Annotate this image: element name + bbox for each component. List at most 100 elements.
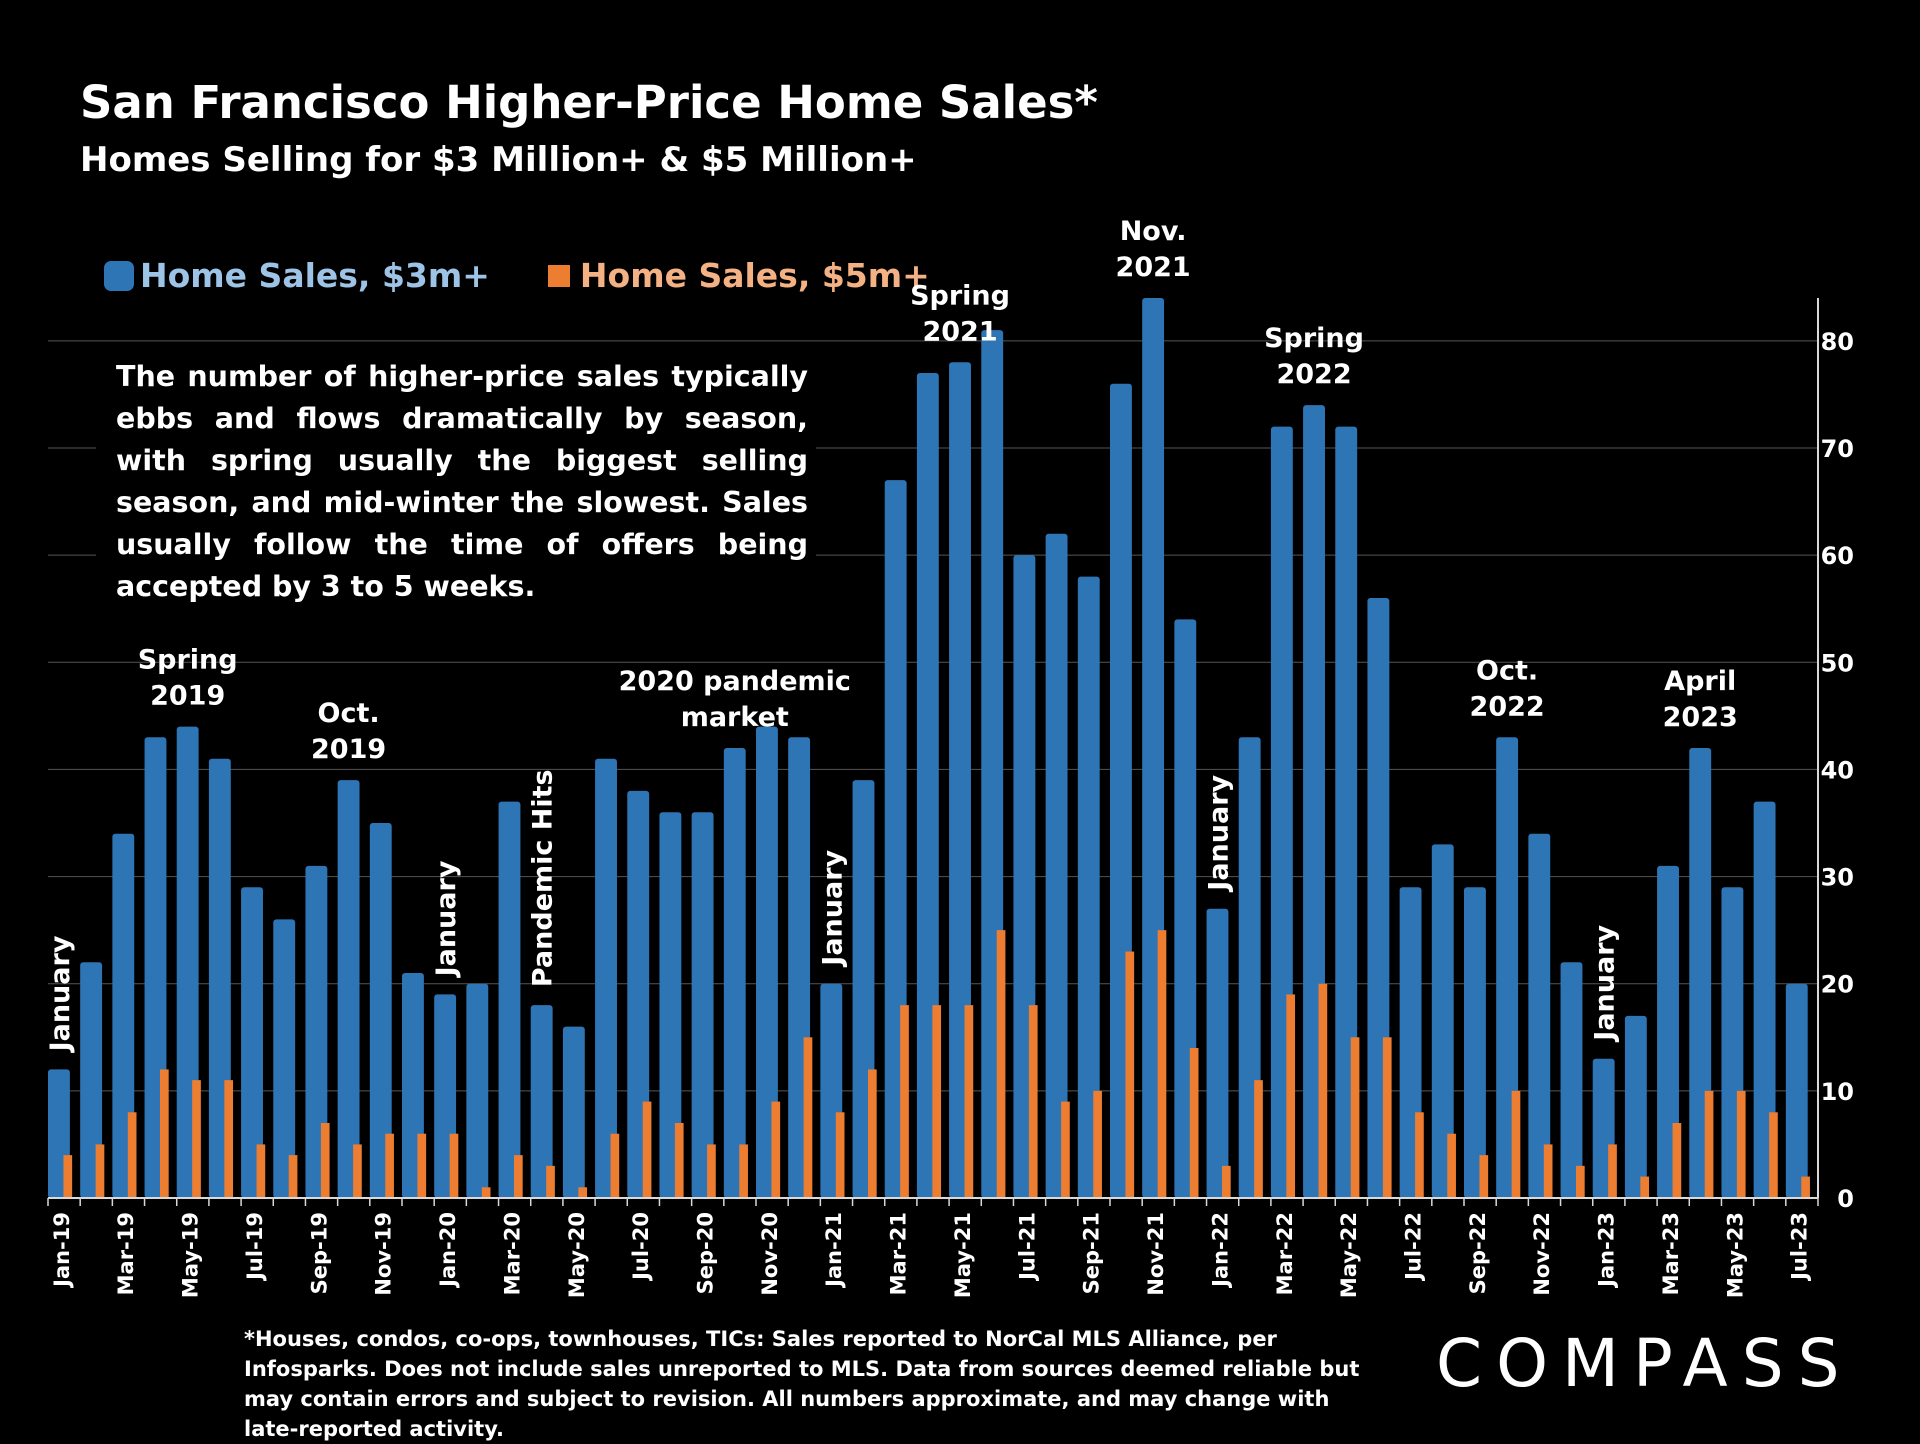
bar-5m [95, 1144, 105, 1198]
bar-3m [1785, 983, 1808, 1198]
annotation-label: Spring [1264, 323, 1364, 354]
x-tick-label: May-19 [179, 1212, 203, 1298]
x-tick-label: Sep-19 [307, 1212, 331, 1294]
bar-3m [498, 801, 521, 1198]
x-tick-label: Jul-21 [1015, 1212, 1039, 1282]
bar-5m [481, 1187, 491, 1198]
y-tick-label: 80 [1821, 328, 1854, 356]
annotation-label: January [1590, 924, 1621, 1042]
bar-5m [224, 1080, 234, 1198]
annotation-label: 2023 [1663, 702, 1738, 733]
bar-5m [1640, 1176, 1650, 1198]
bar-5m [1608, 1144, 1617, 1198]
bar-5m [674, 1123, 684, 1198]
annotation-label: Oct. [318, 698, 380, 729]
bar-3m [530, 1005, 553, 1198]
bar-5m [578, 1187, 588, 1198]
bar-5m [803, 1037, 813, 1198]
bar-5m [127, 1112, 137, 1198]
annotation-label: 2020 pandemic [619, 666, 851, 697]
bar-3m [1689, 748, 1712, 1198]
x-tick-label: May-21 [951, 1212, 975, 1298]
y-tick-label: 0 [1837, 1185, 1854, 1213]
bar-5m [835, 1112, 845, 1198]
annotation-label: 2019 [311, 734, 386, 765]
y-tick-label: 40 [1821, 756, 1854, 784]
bar-3m [756, 726, 778, 1198]
bar-3m [627, 790, 650, 1198]
annotation-label: 2021 [922, 316, 997, 347]
bar-5m [1672, 1123, 1682, 1198]
bar-3m [1464, 887, 1486, 1198]
bar-3m [1528, 833, 1551, 1198]
x-tick-label: May-20 [565, 1212, 589, 1298]
x-tick-label: Nov-21 [1144, 1212, 1168, 1296]
bar-5m [256, 1144, 266, 1198]
x-tick-label: Nov-19 [372, 1212, 396, 1296]
y-tick-label: 30 [1821, 864, 1854, 892]
bar-5m [1221, 1165, 1231, 1198]
bar-3m [1077, 576, 1100, 1198]
legend-swatch-3m [104, 260, 134, 291]
x-tick-label: Jul-23 [1788, 1212, 1812, 1282]
bar-5m [353, 1144, 362, 1198]
bar-3m [691, 812, 714, 1198]
bar-5m [771, 1101, 781, 1198]
bar-3m [723, 748, 746, 1198]
compass-logo: COMPASS [1436, 1325, 1854, 1402]
legend-label-3m: Home Sales, $3m+ [140, 256, 490, 295]
bar-5m [1736, 1090, 1746, 1198]
bar-5m [1189, 1048, 1199, 1198]
bar-5m [707, 1144, 716, 1198]
bar-3m [1657, 865, 1679, 1198]
bar-5m [964, 1005, 974, 1198]
bar-3m [659, 812, 682, 1198]
annotation-label: Spring [910, 280, 1010, 311]
bar-3m [241, 887, 263, 1198]
bar-5m [932, 1005, 942, 1198]
bar-5m [159, 1069, 169, 1198]
annotation-label: market [681, 702, 789, 733]
bar-3m [1431, 844, 1454, 1198]
x-tick-label: Jan-19 [50, 1212, 74, 1289]
bar-5m [1093, 1090, 1102, 1198]
x-tick-label: Jul-20 [629, 1212, 653, 1282]
bar-3m [1045, 533, 1068, 1198]
bar-3m [1335, 426, 1358, 1199]
bar-5m [1028, 1005, 1038, 1198]
bar-5m [192, 1080, 201, 1198]
bar-5m [1061, 1101, 1070, 1198]
x-tick-label: Sep-21 [1080, 1212, 1104, 1294]
x-tick-label: Jan-21 [822, 1212, 846, 1289]
bar-3m [595, 758, 617, 1198]
annotation-label: Oct. [1476, 655, 1538, 686]
bar-3m [305, 865, 328, 1198]
bar-5m [417, 1133, 427, 1198]
bar-5m [1769, 1112, 1778, 1198]
y-tick-label: 60 [1821, 542, 1854, 570]
bar-5m [513, 1155, 523, 1198]
annotation-label: Pandemic Hits [528, 769, 559, 987]
x-tick-label: Mar-19 [114, 1212, 138, 1295]
bar-3m [562, 1026, 585, 1198]
x-tick-label: Jan-20 [436, 1212, 460, 1289]
annotation-box: The number of higher-price sales typical… [96, 352, 816, 616]
bar-5m [288, 1155, 298, 1198]
y-tick-label: 20 [1821, 971, 1854, 999]
bar-5m [1382, 1037, 1392, 1198]
x-tick-label: Mar-22 [1273, 1212, 1297, 1295]
bar-5m [1286, 994, 1296, 1198]
legend-label-5m: Home Sales, $5m+ [579, 256, 930, 295]
bar-3m [949, 362, 971, 1198]
chart-subtitle: Homes Selling for $3 Million+ & $5 Milli… [80, 140, 917, 180]
bar-3m [1206, 908, 1229, 1198]
y-tick-label: 50 [1821, 649, 1854, 677]
x-tick-label: Jan-22 [1208, 1212, 1232, 1289]
annotation-label: Nov. [1120, 216, 1187, 247]
legend-swatch-5m [547, 264, 570, 287]
bar-5m [1801, 1176, 1810, 1198]
x-tick-label: May-22 [1337, 1212, 1361, 1298]
bar-5m [63, 1155, 73, 1198]
bar-5m [1704, 1090, 1714, 1198]
